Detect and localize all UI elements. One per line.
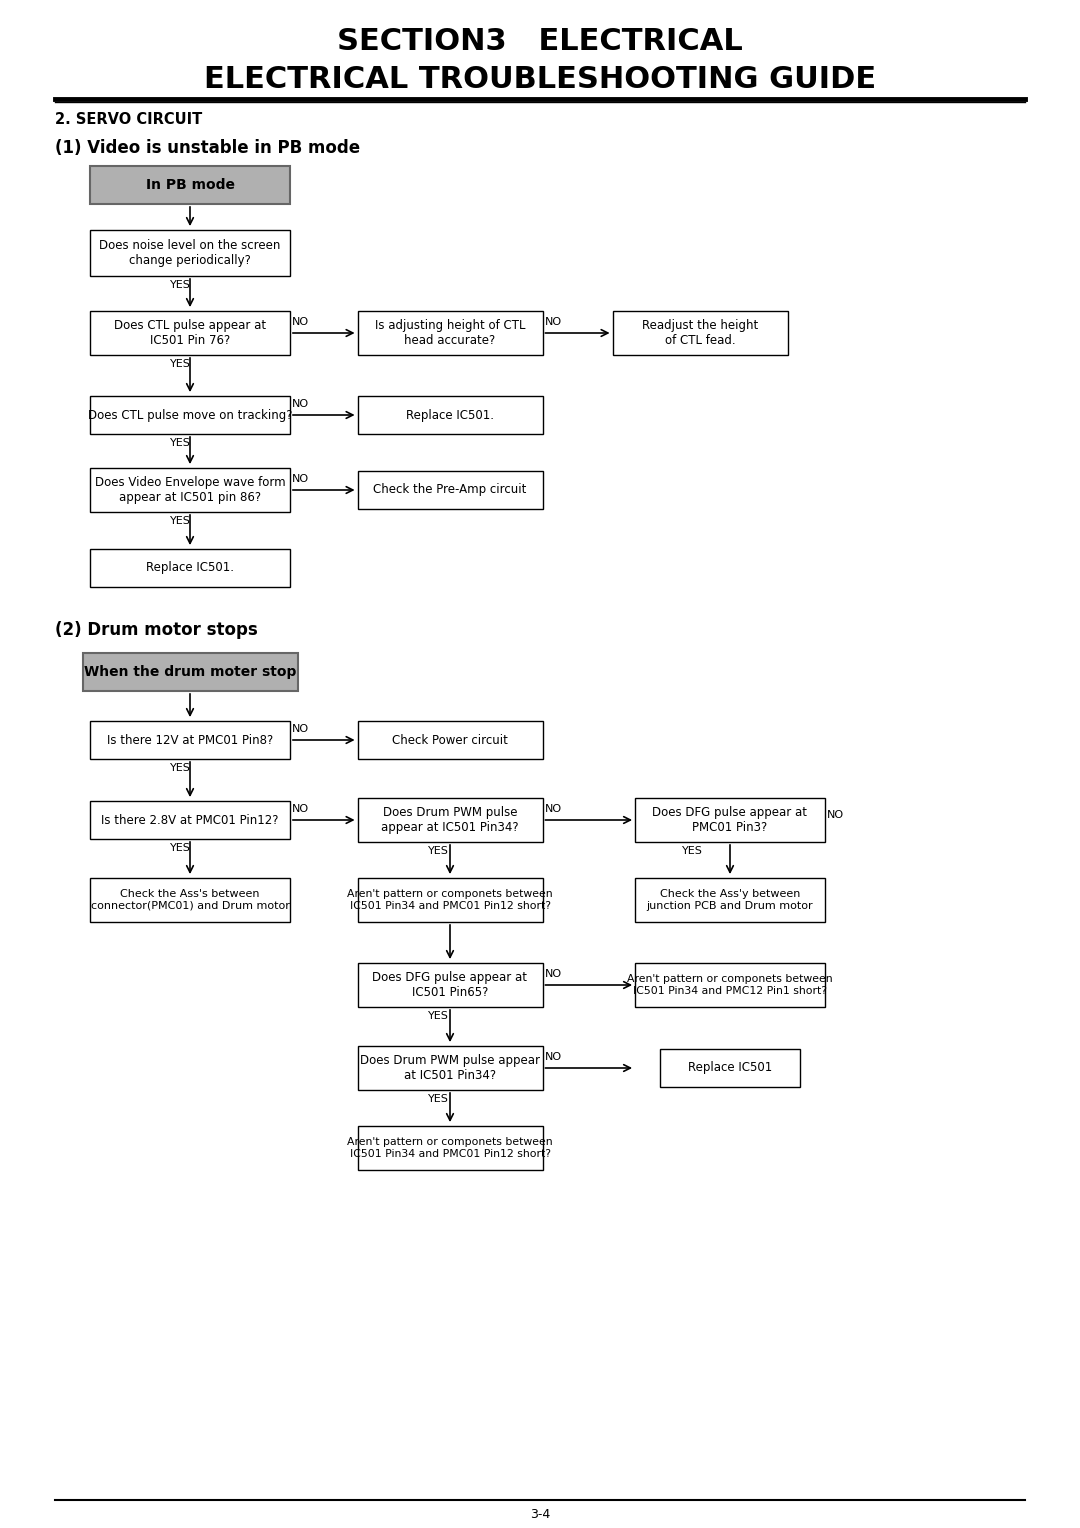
Bar	[357, 798, 542, 842]
Text: NO: NO	[292, 316, 309, 327]
Text: YES: YES	[428, 847, 449, 856]
Text: Does CTL pulse appear at
IC501 Pin 76?: Does CTL pulse appear at IC501 Pin 76?	[113, 319, 266, 347]
Text: YES: YES	[170, 359, 191, 368]
Text: YES: YES	[428, 1012, 449, 1021]
Bar	[90, 879, 291, 921]
Text: Readjust the height
of CTL fead.: Readjust the height of CTL fead.	[642, 319, 758, 347]
Text: Replace IC501: Replace IC501	[688, 1062, 772, 1074]
Bar	[357, 396, 542, 434]
Text: Does CTL pulse move on tracking?: Does CTL pulse move on tracking?	[87, 408, 293, 422]
Bar	[90, 721, 291, 759]
Bar	[357, 1126, 542, 1170]
Text: Replace IC501.: Replace IC501.	[406, 408, 494, 422]
Text: Check the Ass'y between
junction PCB and Drum motor: Check the Ass'y between junction PCB and…	[647, 889, 813, 911]
Text: Check the Pre-Amp circuit: Check the Pre-Amp circuit	[374, 483, 527, 497]
Text: Aren't pattern or componets between
IC501 Pin34 and PMC01 Pin12 short?: Aren't pattern or componets between IC50…	[347, 889, 553, 911]
Text: Is there 12V at PMC01 Pin8?: Is there 12V at PMC01 Pin8?	[107, 733, 273, 747]
Text: YES: YES	[681, 847, 703, 856]
Text: Does DFG pulse appear at
IC501 Pin65?: Does DFG pulse appear at IC501 Pin65?	[373, 970, 527, 999]
Text: NO: NO	[827, 810, 845, 821]
Bar	[82, 652, 297, 691]
Text: Does Drum PWM pulse
appear at IC501 Pin34?: Does Drum PWM pulse appear at IC501 Pin3…	[381, 805, 518, 834]
Bar	[635, 879, 825, 921]
Text: In PB mode: In PB mode	[146, 177, 234, 193]
Text: Does DFG pulse appear at
PMC01 Pin3?: Does DFG pulse appear at PMC01 Pin3?	[652, 805, 808, 834]
Text: ELECTRICAL TROUBLESHOOTING GUIDE: ELECTRICAL TROUBLESHOOTING GUIDE	[204, 66, 876, 95]
Bar	[90, 468, 291, 512]
Text: Does noise level on the screen
change periodically?: Does noise level on the screen change pe…	[99, 238, 281, 267]
Bar	[660, 1050, 800, 1086]
Text: Aren't pattern or componets between
IC501 Pin34 and PMC01 Pin12 short?: Aren't pattern or componets between IC50…	[347, 1137, 553, 1158]
Text: NO: NO	[292, 474, 309, 484]
Text: YES: YES	[170, 516, 191, 526]
Bar	[90, 312, 291, 354]
Bar	[357, 471, 542, 509]
Text: Does Video Envelope wave form
appear at IC501 pin 86?: Does Video Envelope wave form appear at …	[95, 477, 285, 504]
Text: (2) Drum motor stops: (2) Drum motor stops	[55, 620, 258, 639]
Text: NO: NO	[544, 969, 562, 979]
Text: NO: NO	[544, 1051, 562, 1062]
Text: Does Drum PWM pulse appear
at IC501 Pin34?: Does Drum PWM pulse appear at IC501 Pin3…	[360, 1054, 540, 1082]
Text: YES: YES	[170, 762, 191, 773]
Text: Check the Ass's between
connector(PMC01) and Drum motor: Check the Ass's between connector(PMC01)…	[91, 889, 289, 911]
Text: Replace IC501.: Replace IC501.	[146, 561, 234, 575]
Bar	[357, 721, 542, 759]
Bar	[635, 963, 825, 1007]
Text: NO: NO	[544, 804, 562, 814]
Bar	[90, 549, 291, 587]
Bar	[612, 312, 787, 354]
Bar	[357, 1047, 542, 1089]
Text: SECTION3   ELECTRICAL: SECTION3 ELECTRICAL	[337, 28, 743, 57]
Text: Is there 2.8V at PMC01 Pin12?: Is there 2.8V at PMC01 Pin12?	[102, 813, 279, 827]
Bar	[90, 801, 291, 839]
Bar	[90, 396, 291, 434]
Text: Is adjusting height of CTL
head accurate?: Is adjusting height of CTL head accurate…	[375, 319, 525, 347]
Text: YES: YES	[170, 843, 191, 853]
Text: YES: YES	[170, 439, 191, 448]
Text: When the drum moter stop: When the drum moter stop	[84, 665, 296, 678]
Text: 3-4: 3-4	[530, 1508, 550, 1520]
Text: Check Power circuit: Check Power circuit	[392, 733, 508, 747]
Bar	[357, 963, 542, 1007]
Text: YES: YES	[428, 1094, 449, 1105]
Text: NO: NO	[292, 804, 309, 814]
Text: 2. SERVO CIRCUIT: 2. SERVO CIRCUIT	[55, 113, 202, 127]
Text: Aren't pattern or componets between
IC501 Pin34 and PMC12 Pin1 short?: Aren't pattern or componets between IC50…	[627, 975, 833, 996]
Bar	[90, 167, 291, 205]
Text: (1) Video is unstable in PB mode: (1) Video is unstable in PB mode	[55, 139, 360, 157]
Bar	[357, 879, 542, 921]
Text: NO: NO	[292, 724, 309, 733]
Text: NO: NO	[292, 399, 309, 410]
Text: NO: NO	[544, 316, 562, 327]
Text: YES: YES	[170, 280, 191, 290]
Bar	[357, 312, 542, 354]
Bar	[635, 798, 825, 842]
Bar	[90, 231, 291, 277]
